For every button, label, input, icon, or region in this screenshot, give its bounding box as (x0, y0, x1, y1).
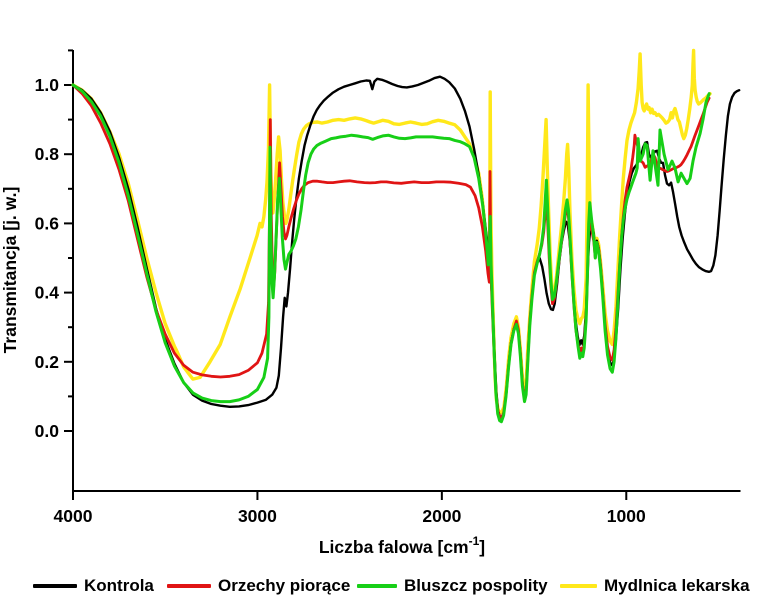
x-tick-label: 1000 (607, 506, 646, 526)
y-tick-label: 1.0 (35, 75, 60, 95)
legend-item-orzechy: Orzechy piorące (167, 574, 350, 598)
y-tick-label: 0.4 (35, 283, 60, 303)
y-tick-label: 0.0 (35, 421, 60, 441)
y-tick-label: 0.6 (35, 213, 60, 233)
legend-label-bluszcz: Bluszcz pospolity (404, 576, 548, 595)
legend-line-orzechy (167, 584, 211, 588)
x-tick-label: 4000 (54, 506, 93, 526)
y-tick-label: 0.8 (35, 144, 60, 164)
x-axis-title: Liczba falowa [cm-1] (319, 534, 485, 557)
y-axis-title: Transmitancja [j. w.] (0, 187, 20, 354)
legend-item-kontrola: Kontrola (33, 574, 154, 598)
series-line-bluszcz-pospolity (71, 83, 711, 424)
legend-line-bluszcz (357, 584, 397, 588)
legend-label-orzechy: Orzechy piorące (218, 576, 351, 595)
plot-area: 1.0 0.8 0.6 0.4 0.2 0.0 4000 3000 2000 1000 Transm… (0, 48, 741, 557)
legend-label-kontrola: Kontrola (84, 576, 154, 595)
chart-legend: Kontrola Orzechy piorące Bluszcz pospoli… (0, 574, 763, 600)
legend-item-bluszcz: Bluszcz pospolity (357, 574, 548, 598)
legend-item-mydlnica: Mydlnica lekarska (560, 574, 750, 598)
y-tick-label: 0.2 (35, 352, 60, 372)
legend-line-kontrola (33, 584, 77, 588)
x-tick-label: 3000 (238, 506, 277, 526)
legend-line-mydlnica (560, 584, 597, 588)
legend-label-mydlnica: Mydlnica lekarska (604, 576, 750, 595)
x-tick-label: 2000 (422, 506, 461, 526)
